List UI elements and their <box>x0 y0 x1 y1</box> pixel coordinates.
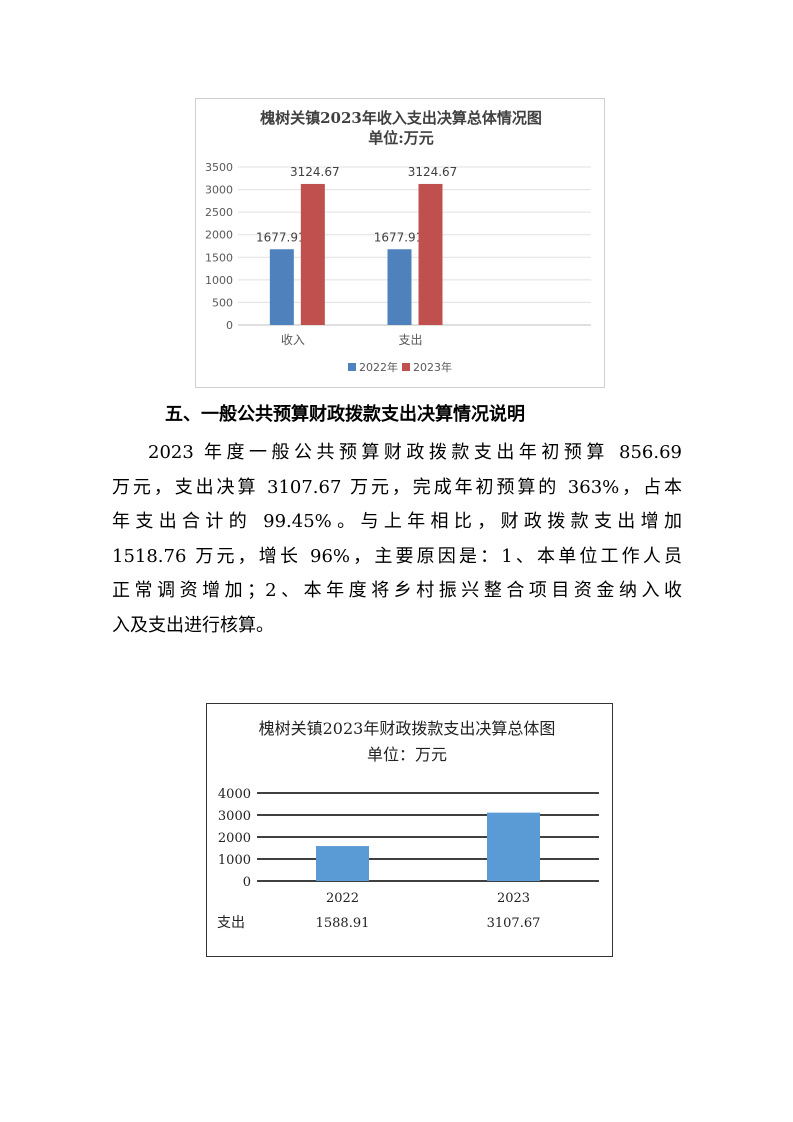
x-tick-label: 2022 <box>326 891 359 906</box>
y-tick-label: 4000 <box>218 787 251 802</box>
legend-swatch <box>348 363 356 371</box>
x-tick-label: 支出 <box>398 333 422 347</box>
paragraph-line: 万元，支出决算 3107.67 万元，完成年初预算的 363%，占本 <box>112 476 682 498</box>
y-tick-label: 3000 <box>218 809 251 824</box>
chart-title: 槐树关镇2023年财政拨款支出决算总体图 <box>259 719 556 738</box>
data-label: 3124.67 <box>290 165 340 179</box>
chart-title: 槐树关镇2023年收入支出决算总体情况图 <box>259 109 542 127</box>
bar-2023年 <box>300 183 325 325</box>
table-value: 3107.67 <box>487 916 541 931</box>
legend-label: 2023年 <box>413 360 452 374</box>
table-row-label: 支出 <box>217 915 245 931</box>
y-tick-label: 1000 <box>218 853 251 868</box>
bar-2023年 <box>418 183 443 325</box>
legend-label: 2022年 <box>359 360 398 374</box>
bar-2022年 <box>387 249 412 325</box>
paragraph-line: 年支出合计的 99.45%。与上年相比，财政拨款支出增加 <box>112 511 682 533</box>
y-tick-label: 0 <box>243 875 251 890</box>
y-tick-label: 3500 <box>205 161 233 174</box>
section-paragraph: 2023 年度一般公共预算财政拨款支出年初预算 856.69 万元，支出决算 3… <box>112 436 682 644</box>
chart-subtitle: 单位：万元 <box>367 745 447 764</box>
bar <box>316 846 369 881</box>
paragraph-line: 2023 年度一般公共预算财政拨款支出年初预算 856.69 <box>148 442 682 463</box>
chart-subtitle: 单位:万元 <box>368 129 434 147</box>
bar <box>487 812 540 881</box>
legend-swatch <box>402 363 410 371</box>
y-tick-label: 1000 <box>205 274 233 287</box>
x-tick-label: 2023 <box>497 891 530 906</box>
income-expense-chart: 槐树关镇2023年收入支出决算总体情况图 单位:万元 0 500 1000 1500 200… <box>195 98 605 388</box>
paragraph-line: 正常调资增加；2、本年度将乡村振兴整合项目资金纳入收 <box>112 580 682 602</box>
section-heading: 五、一般公共预算财政拨款支出决算情况说明 <box>165 404 525 425</box>
paragraph-line: 入及支出进行核算。 <box>112 614 274 636</box>
data-label: 1677.91 <box>256 230 306 244</box>
bar-2022年 <box>269 249 294 325</box>
y-tick-label: 2000 <box>218 831 251 846</box>
y-tick-label: 0 <box>226 319 233 332</box>
y-tick-label: 2000 <box>205 229 233 242</box>
table-value: 1588.91 <box>316 916 370 931</box>
y-tick-label: 2500 <box>205 206 233 219</box>
y-tick-label: 500 <box>212 296 233 309</box>
data-label: 3124.67 <box>408 165 458 179</box>
paragraph-line: 1518.76 万元，增长 96%，主要原因是：1、本单位工作人员 <box>112 545 682 567</box>
data-label: 1677.91 <box>374 230 424 244</box>
y-tick-label: 3000 <box>205 184 233 197</box>
y-tick-label: 1500 <box>205 251 233 264</box>
x-tick-label: 收入 <box>281 333 305 347</box>
fiscal-expense-chart: 槐树关镇2023年财政拨款支出决算总体图 单位：万元 0 1000 2000 3000 40… <box>206 703 613 957</box>
